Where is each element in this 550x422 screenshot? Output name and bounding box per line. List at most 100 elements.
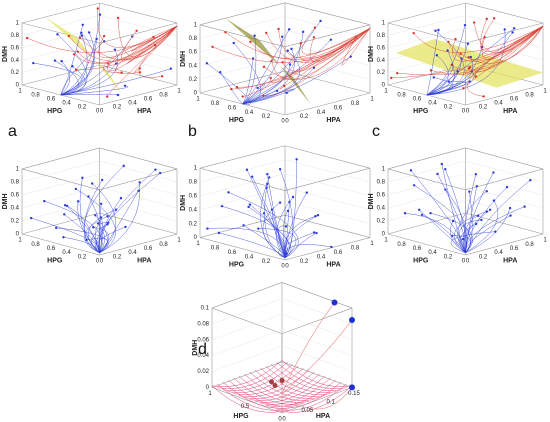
box-edge xyxy=(21,2,100,24)
z-tick-label: 0.4 xyxy=(189,63,198,69)
z-axis-label: DMH xyxy=(192,340,199,356)
initial-point xyxy=(32,61,35,65)
initial-point xyxy=(508,206,512,210)
grid-line xyxy=(284,16,371,39)
y-axis-label: HPA xyxy=(503,257,517,264)
grid-line xyxy=(281,298,353,325)
initial-point xyxy=(257,227,260,230)
y-axis-label: HPA xyxy=(316,413,330,420)
initial-point xyxy=(509,214,512,217)
x-axis-label: HPG xyxy=(47,257,63,264)
grid-line xyxy=(465,160,544,183)
y-tick-label: 0.15 xyxy=(348,391,360,397)
initial-point xyxy=(409,169,413,172)
initial-point xyxy=(485,210,489,213)
x-tick-label: 0 xyxy=(278,417,282,422)
trajectory xyxy=(117,17,178,58)
x-tick-label: 0.6 xyxy=(47,97,56,103)
x-tick-label: 1 xyxy=(196,241,200,247)
x-tick-label: 0.2 xyxy=(78,254,87,260)
mesh xyxy=(228,365,299,393)
trajectory xyxy=(60,60,71,96)
box-edge xyxy=(465,168,544,191)
y-tick-label: 1 xyxy=(543,89,547,95)
mesh xyxy=(217,361,288,389)
initial-point xyxy=(116,16,120,20)
initial-point xyxy=(482,95,485,98)
box-edge xyxy=(21,168,100,191)
trajectory xyxy=(281,302,335,394)
initial-point xyxy=(485,190,488,193)
box-edge xyxy=(284,2,371,26)
trajectory xyxy=(83,165,124,254)
x-tick-label: 1 xyxy=(384,238,388,244)
z-tick-label: 0.8 xyxy=(377,179,386,185)
initial-point xyxy=(492,199,496,202)
initial-point xyxy=(87,31,91,34)
z-axis-label: DMH xyxy=(2,193,9,209)
x-tick-label: 0.6 xyxy=(413,246,422,252)
initial-point xyxy=(251,57,255,60)
trajectory xyxy=(68,25,178,62)
initial-point xyxy=(30,216,33,220)
grid-line xyxy=(387,15,466,36)
trajectory xyxy=(263,28,371,80)
x-tick-label: 0 xyxy=(462,109,466,115)
trajectory xyxy=(281,319,353,394)
initial-point xyxy=(420,213,424,216)
mesh xyxy=(233,367,304,395)
box-edge xyxy=(284,92,371,116)
box-edge xyxy=(211,361,283,388)
z-tick-label: 0.8 xyxy=(189,36,198,42)
initial-point xyxy=(248,203,252,206)
trajectory xyxy=(60,85,129,96)
x-tick-label: 0.8 xyxy=(397,242,406,248)
grid-line xyxy=(281,345,353,372)
trajectory xyxy=(279,28,371,90)
z-tick-label: 1 xyxy=(194,166,198,172)
y-tick-label: 0.6 xyxy=(510,246,519,252)
box-edge xyxy=(199,167,286,191)
initial-point xyxy=(116,93,120,97)
mesh xyxy=(211,385,283,413)
grid-line xyxy=(465,27,544,48)
z-tick-label: 0 xyxy=(382,83,386,89)
mesh xyxy=(244,373,315,401)
trajectory xyxy=(271,209,286,258)
z-tick-label: 0.2 xyxy=(11,70,20,76)
initial-point xyxy=(80,31,83,35)
y-tick-label: 0.2 xyxy=(479,105,488,111)
z-tick-label: 0.4 xyxy=(377,206,386,212)
initial-point xyxy=(262,65,266,69)
initial-point xyxy=(206,227,209,230)
box-edge xyxy=(199,145,286,169)
mesh xyxy=(265,379,337,407)
initial-point xyxy=(329,38,333,41)
x-tick-label: 1 xyxy=(18,238,22,244)
z-tick-label: 1 xyxy=(382,21,386,27)
x-axis-label: HPG xyxy=(413,108,429,115)
initial-point xyxy=(468,66,472,69)
initial-point xyxy=(55,226,58,230)
trajectory xyxy=(220,72,243,105)
initial-point xyxy=(205,62,209,65)
initial-point xyxy=(122,164,125,168)
initial-point xyxy=(473,21,476,24)
mesh xyxy=(211,360,283,387)
initial-point xyxy=(444,167,447,171)
initial-point xyxy=(295,158,298,161)
trajectory xyxy=(278,28,371,59)
z-tick-label: 0.6 xyxy=(189,50,198,56)
x-tick-label: 0 xyxy=(96,259,100,265)
initial-point xyxy=(107,221,110,224)
trajectory xyxy=(260,177,286,258)
initial-point xyxy=(463,23,467,27)
x-tick-label: 0.4 xyxy=(62,101,71,107)
mesh xyxy=(281,360,353,387)
initial-point xyxy=(230,87,233,91)
grid-line xyxy=(21,15,100,36)
trajectory xyxy=(413,25,544,53)
z-tick-label: 0.4 xyxy=(189,207,198,213)
initial-point xyxy=(299,42,302,45)
initial-point xyxy=(512,27,516,30)
